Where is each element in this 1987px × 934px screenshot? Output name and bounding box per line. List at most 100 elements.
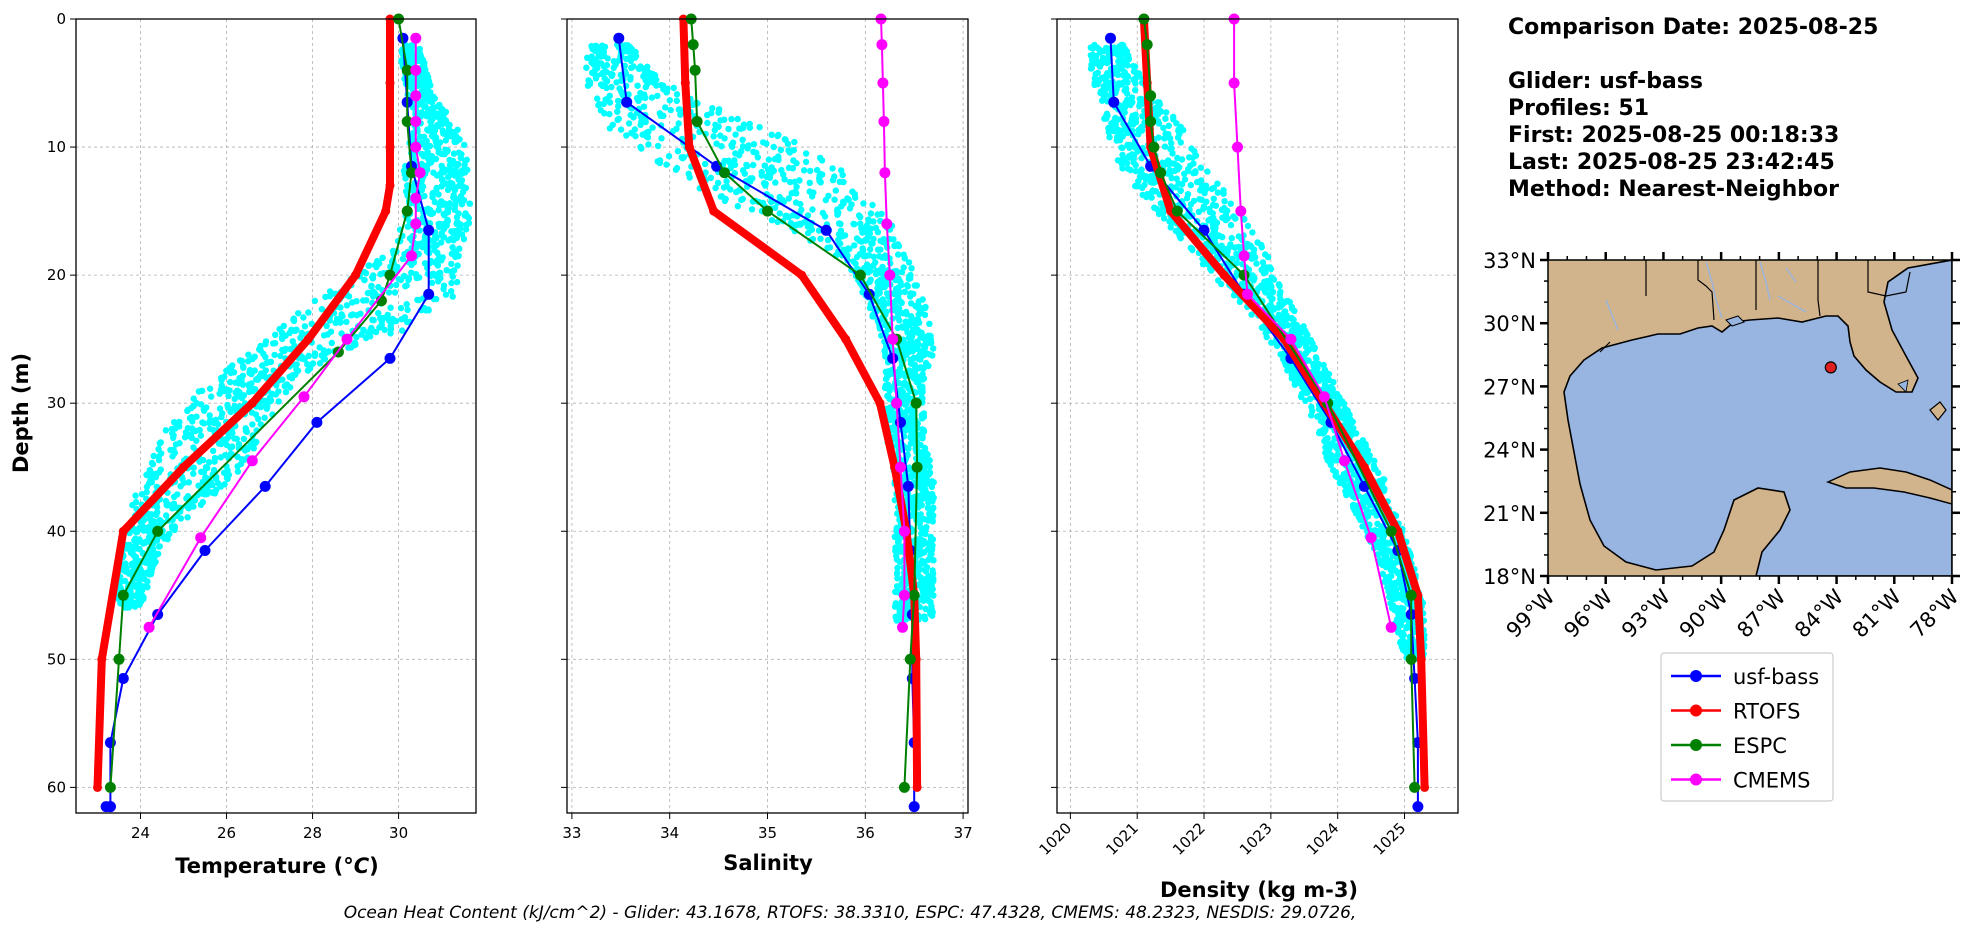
glider-scatter-point: [422, 144, 429, 151]
glider-scatter-point: [638, 145, 645, 152]
glider-scatter-point: [1249, 229, 1256, 236]
glider-scatter-point: [195, 388, 203, 395]
glider-scatter-point: [437, 171, 444, 178]
glider-scatter-point: [216, 405, 224, 412]
glider-scatter-point: [385, 289, 393, 296]
glider-scatter-point: [712, 184, 719, 192]
series-point-espc: [719, 167, 730, 179]
glider-scatter-point: [337, 304, 344, 311]
glider-scatter-point: [1088, 64, 1096, 72]
glider-scatter-point: [365, 262, 372, 269]
glider-scatter-point: [132, 498, 140, 506]
glider-scatter-point: [622, 42, 629, 49]
x-tick-label: 28: [303, 824, 322, 842]
glider-scatter-point: [234, 468, 242, 475]
glider-scatter-point: [846, 205, 854, 212]
series-point-espc: [1141, 39, 1153, 51]
glider-scatter-point: [804, 212, 812, 219]
glider-scatter-point: [1340, 471, 1347, 478]
series-point-rtofs: [709, 206, 719, 216]
glider-scatter-point: [451, 134, 458, 141]
glider-scatter-point: [1114, 67, 1121, 74]
glider-scatter-point: [739, 136, 746, 143]
glider-scatter-point: [450, 150, 458, 157]
glider-scatter-point: [1197, 164, 1205, 171]
glider-scatter-point: [421, 68, 428, 75]
glider-scatter-point: [791, 178, 798, 185]
glider-scatter-point: [915, 353, 922, 360]
glider-scatter-point: [362, 270, 370, 277]
series-point-cmems: [298, 391, 310, 403]
glider-scatter-point: [1161, 134, 1169, 142]
glider-scatter-point: [398, 316, 405, 323]
glider-scatter-point: [153, 504, 161, 511]
glider-scatter-point: [1296, 331, 1303, 338]
glider-scatter-point: [675, 120, 682, 127]
glider-scatter-point: [251, 386, 259, 393]
glider-scatter-point: [318, 352, 325, 359]
glider-scatter-point: [240, 364, 247, 371]
glider-scatter-point: [895, 251, 902, 258]
glider-scatter-point: [589, 69, 596, 77]
glider-scatter-point: [300, 314, 307, 321]
glider-scatter-point: [132, 492, 139, 499]
glider-scatter-point: [246, 384, 253, 391]
glider-scatter-point: [761, 162, 768, 169]
glider-scatter-point: [645, 128, 652, 135]
glider-scatter-point: [424, 126, 431, 133]
glider-scatter-point: [725, 125, 732, 133]
glider-scatter-point: [426, 210, 433, 217]
glider-scatter-point: [245, 351, 252, 358]
glider-scatter-point: [196, 458, 203, 465]
series-point-usf-bass: [908, 801, 920, 813]
glider-scatter-point: [262, 367, 269, 374]
glider-scatter-point: [279, 376, 286, 383]
glider-scatter-point: [876, 253, 883, 260]
glider-scatter-point: [453, 278, 461, 286]
glider-scatter-point: [1100, 56, 1107, 63]
glider-scatter-point: [919, 558, 927, 565]
glider-scatter-point: [1127, 120, 1135, 128]
glider-scatter-point: [297, 334, 304, 341]
glider-scatter-point: [1388, 585, 1395, 593]
series-point-usf-bass: [1105, 32, 1116, 44]
glider-scatter-point: [234, 393, 241, 400]
glider-scatter-point: [1122, 76, 1130, 83]
glider-scatter-point: [910, 374, 917, 381]
glider-scatter-point: [590, 56, 597, 63]
glider-scatter-point: [1326, 457, 1333, 464]
glider-scatter-point: [874, 278, 881, 286]
glider-scatter-point: [1219, 233, 1226, 241]
glider-scatter-point: [1324, 375, 1331, 382]
series-point-rtofs: [351, 270, 361, 280]
map-lon-label: 99°W: [1502, 584, 1560, 642]
glider-scatter-point: [903, 311, 910, 318]
glider-scatter-point: [916, 382, 923, 390]
glider-scatter-point: [448, 268, 455, 275]
series-point-cmems: [410, 64, 422, 76]
xlabel-density: Density (kg m-3): [1160, 878, 1358, 902]
series-point-usf-bass: [1412, 801, 1424, 813]
glider-scatter-point: [809, 206, 816, 213]
x-tick-label: 1025: [1370, 819, 1410, 859]
glider-scatter-point: [721, 116, 728, 123]
glider-scatter-point: [921, 450, 928, 457]
glider-scatter-point: [929, 612, 936, 619]
glider-scatter-point: [929, 585, 936, 593]
series-point-espc: [104, 781, 116, 793]
glider-scatter-point: [916, 546, 924, 553]
glider-scatter-point: [866, 304, 874, 312]
glider-scatter-point: [223, 367, 230, 374]
glider-scatter-point: [326, 293, 333, 300]
glider-scatter-point: [1177, 187, 1184, 195]
glider-scatter-point: [1301, 338, 1309, 346]
series-point-cmems: [881, 218, 893, 230]
glider-scatter-point: [875, 287, 883, 294]
glider-scatter-point: [921, 351, 928, 358]
series-point-cmems: [195, 532, 207, 544]
glider-scatter-point: [817, 170, 824, 178]
glider-scatter-point: [1289, 305, 1296, 312]
glider-scatter-point: [128, 560, 136, 567]
glider-scatter-point: [711, 126, 718, 134]
glider-scatter-point: [1219, 214, 1226, 221]
